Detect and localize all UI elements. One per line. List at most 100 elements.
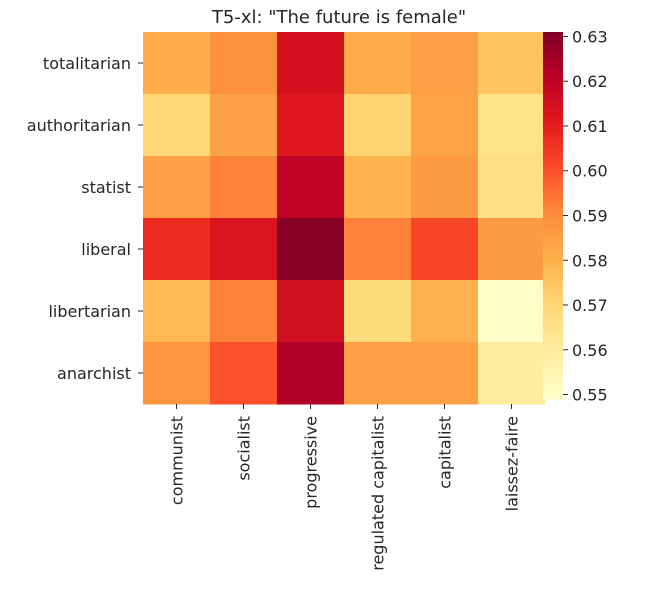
colorbar-band [543,353,563,357]
colorbar-tick-label: 0.56 [572,341,608,360]
colorbar-band [543,295,563,299]
heatmap-cell [411,32,479,95]
colorbar-band [543,62,563,67]
colorbar-band [543,322,563,327]
colorbar-band [543,38,563,42]
heatmap-cell [143,218,211,281]
colorbar-band [543,252,563,256]
y-tick-label: liberal [81,240,131,259]
heatmap-cell [478,156,546,219]
colorbar-band [543,392,563,397]
colorbar-band [543,337,563,342]
colorbar-band [543,96,563,100]
colorbar-band [543,221,563,226]
heatmap-cell [344,32,412,95]
colorbar-tick-label: 0.58 [572,251,608,270]
colorbar-tick-label: 0.59 [572,207,608,226]
colorbar-band [543,53,563,58]
colorbar-band [543,230,563,235]
colorbar-band [543,139,563,143]
colorbar-band [543,32,563,36]
colorbar-band [543,249,563,253]
colorbar-band [543,129,563,134]
colorbar-band [543,270,563,275]
colorbar-band [543,191,563,195]
colorbar-band [543,298,563,302]
y-tick-label: libertarian [48,302,131,321]
colorbar-band [543,279,563,284]
colorbar-band [543,50,563,55]
colorbar-band [543,206,563,210]
colorbar-band [543,386,563,391]
colorbar-band [543,56,563,61]
colorbar-band [543,83,563,88]
heatmap-cell [277,342,345,405]
heatmap-cell [344,156,412,219]
colorbar-band [543,218,563,223]
x-axis-labels: communist socialist progressive regulated c… [168,404,522,571]
colorbar-band [543,233,563,238]
colorbar-band [543,365,563,370]
colorbar-band [543,145,563,149]
colorbar-band [543,148,563,152]
colorbar-band [543,157,563,162]
colorbar-band [543,117,563,122]
colorbar-band [543,114,563,119]
colorbar-band [543,41,563,45]
colorbar-band [543,288,563,293]
heatmap-cell [478,32,546,95]
colorbar-band [543,316,563,321]
colorbar-band [543,227,563,232]
colorbar-band [543,47,563,51]
heatmap-cell [143,32,211,95]
colorbar-band [543,105,563,110]
colorbar-band [543,340,563,345]
colorbar-band [543,328,563,333]
colorbar-band [543,356,563,360]
colorbar-band [543,310,563,314]
colorbar-band [543,35,563,39]
colorbar-band [543,380,563,385]
colorbar-band [543,184,563,189]
colorbar-band [543,142,563,146]
heatmap-cell [277,218,345,281]
colorbar-band [543,374,563,379]
colorbar-band [543,163,563,168]
heatmap-cell [411,280,479,343]
heatmap-cell [143,342,211,405]
heatmap-cell [478,94,546,157]
colorbar: 0.55 0.56 0.57 0.58 0.59 0.60 0.61 0.62 0.63 [543,27,608,405]
colorbar-band [543,285,563,290]
heatmap-cell [411,218,479,281]
colorbar-band [543,169,563,174]
colorbar-band [543,334,563,339]
colorbar-band [543,301,563,305]
colorbar-band [543,187,563,192]
colorbar-band [543,264,563,269]
colorbar-band [543,319,563,324]
heatmap-cell [277,156,345,219]
colorbar-band [543,166,563,171]
heatmap-cell [143,94,211,157]
colorbar-band [543,200,563,204]
colorbar-band [543,377,563,382]
y-tick-label: anarchist [57,364,131,383]
heatmap-cell [210,342,278,405]
heatmap-cell [344,218,412,281]
x-tick-label: communist [168,416,187,505]
colorbar-band [543,313,563,318]
heatmap-cell [277,32,345,95]
heatmap-cell [277,280,345,343]
colorbar-band [543,102,563,106]
colorbar-band [543,87,563,91]
y-tick-label: authoritarian [27,116,131,135]
x-tick-label: progressive [302,416,321,509]
colorbar-band [543,395,563,400]
colorbar-band [543,243,563,247]
heatmap-cell [210,218,278,281]
colorbar-band [543,331,563,336]
y-tick-label: statist [81,178,131,197]
colorbar-band [543,44,563,48]
colorbar-band [543,172,563,177]
colorbar-band [543,368,563,373]
